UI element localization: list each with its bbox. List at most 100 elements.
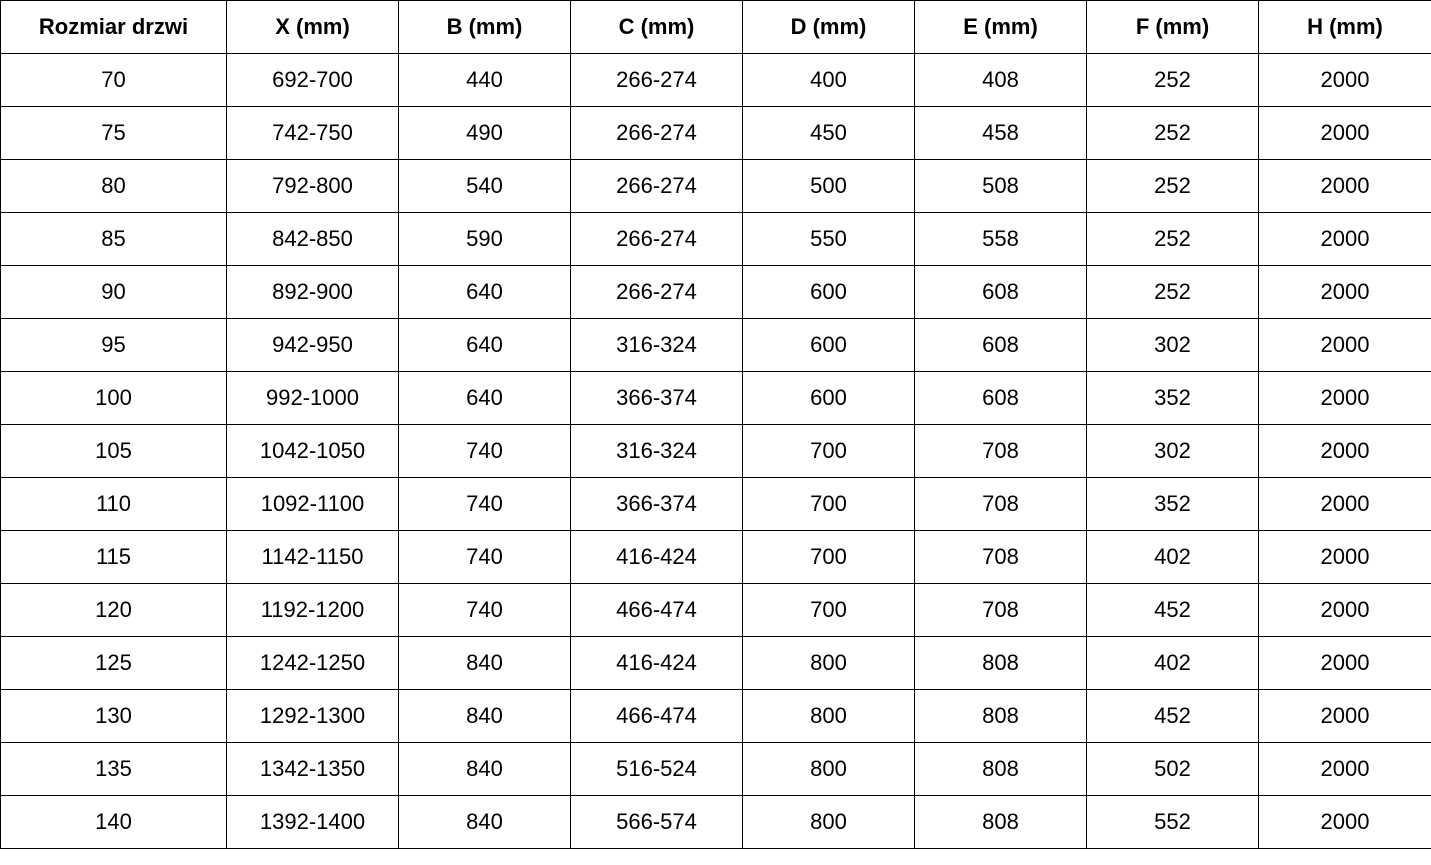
table-cell: 416-424 bbox=[570, 530, 743, 584]
table-cell: 800 bbox=[742, 742, 915, 796]
table-cell: 800 bbox=[742, 689, 915, 743]
table-cell: 840 bbox=[398, 742, 571, 796]
table-cell: 252 bbox=[1086, 265, 1259, 319]
table-cell: 80 bbox=[0, 159, 227, 213]
table-cell: 942-950 bbox=[226, 318, 399, 372]
column-header: F (mm) bbox=[1086, 0, 1259, 54]
table-cell: 1042-1050 bbox=[226, 424, 399, 478]
table-row: 70 692-700 440 266-274 400 408 252 2000 bbox=[0, 53, 1431, 107]
table-cell: 742-750 bbox=[226, 106, 399, 160]
table-row: 130 1292-1300 840 466-474 800 808 452 2000 bbox=[0, 689, 1431, 743]
table-cell: 2000 bbox=[1258, 477, 1431, 531]
table-cell: 125 bbox=[0, 636, 227, 690]
table-cell: 1192-1200 bbox=[226, 583, 399, 637]
table-cell: 590 bbox=[398, 212, 571, 266]
table-cell: 450 bbox=[742, 106, 915, 160]
table-cell: 600 bbox=[742, 371, 915, 425]
table-cell: 1092-1100 bbox=[226, 477, 399, 531]
table-cell: 502 bbox=[1086, 742, 1259, 796]
table-cell: 466-474 bbox=[570, 689, 743, 743]
table-cell: 252 bbox=[1086, 212, 1259, 266]
table-cell: 540 bbox=[398, 159, 571, 213]
table-body: 70 692-700 440 266-274 400 408 252 2000 75 742-75… bbox=[0, 53, 1431, 849]
table-cell: 708 bbox=[914, 583, 1087, 637]
table-row: 95 942-950 640 316-324 600 608 302 2000 bbox=[0, 318, 1431, 372]
table-cell: 70 bbox=[0, 53, 227, 107]
table-cell: 992-1000 bbox=[226, 371, 399, 425]
table-cell: 105 bbox=[0, 424, 227, 478]
table-cell: 700 bbox=[742, 583, 915, 637]
table-cell: 130 bbox=[0, 689, 227, 743]
table-row: 75 742-750 490 266-274 450 458 252 2000 bbox=[0, 106, 1431, 160]
table-cell: 550 bbox=[742, 212, 915, 266]
table-row: 140 1392-1400 840 566-574 800 808 552 2000 bbox=[0, 795, 1431, 849]
table-cell: 316-324 bbox=[570, 424, 743, 478]
table-cell: 352 bbox=[1086, 371, 1259, 425]
table-cell: 740 bbox=[398, 477, 571, 531]
table-cell: 2000 bbox=[1258, 106, 1431, 160]
table-row: 120 1192-1200 740 466-474 700 708 452 2000 bbox=[0, 583, 1431, 637]
table-cell: 135 bbox=[0, 742, 227, 796]
table-cell: 792-800 bbox=[226, 159, 399, 213]
table-cell: 892-900 bbox=[226, 265, 399, 319]
table-cell: 516-524 bbox=[570, 742, 743, 796]
table-cell: 740 bbox=[398, 583, 571, 637]
table-cell: 566-574 bbox=[570, 795, 743, 849]
table-row: 80 792-800 540 266-274 500 508 252 2000 bbox=[0, 159, 1431, 213]
table-cell: 440 bbox=[398, 53, 571, 107]
table-row: 115 1142-1150 740 416-424 700 708 402 2000 bbox=[0, 530, 1431, 584]
table-cell: 808 bbox=[914, 636, 1087, 690]
table-cell: 100 bbox=[0, 371, 227, 425]
table-cell: 2000 bbox=[1258, 371, 1431, 425]
table-row: 90 892-900 640 266-274 600 608 252 2000 bbox=[0, 265, 1431, 319]
column-header: H (mm) bbox=[1258, 0, 1431, 54]
table-cell: 600 bbox=[742, 318, 915, 372]
table-cell: 266-274 bbox=[570, 53, 743, 107]
column-header: B (mm) bbox=[398, 0, 571, 54]
column-header: X (mm) bbox=[226, 0, 399, 54]
table-cell: 800 bbox=[742, 636, 915, 690]
table-cell: 490 bbox=[398, 106, 571, 160]
table-cell: 75 bbox=[0, 106, 227, 160]
table-cell: 1242-1250 bbox=[226, 636, 399, 690]
table-cell: 2000 bbox=[1258, 636, 1431, 690]
table-row: 125 1242-1250 840 416-424 800 808 402 2000 bbox=[0, 636, 1431, 690]
table-cell: 110 bbox=[0, 477, 227, 531]
table-cell: 252 bbox=[1086, 106, 1259, 160]
table-cell: 452 bbox=[1086, 583, 1259, 637]
table-row: 135 1342-1350 840 516-524 800 808 502 2000 bbox=[0, 742, 1431, 796]
table-cell: 800 bbox=[742, 795, 915, 849]
table-cell: 1142-1150 bbox=[226, 530, 399, 584]
table-cell: 120 bbox=[0, 583, 227, 637]
column-header: D (mm) bbox=[742, 0, 915, 54]
table-cell: 840 bbox=[398, 795, 571, 849]
table-cell: 302 bbox=[1086, 318, 1259, 372]
table-cell: 808 bbox=[914, 742, 1087, 796]
table-cell: 266-274 bbox=[570, 265, 743, 319]
table-cell: 302 bbox=[1086, 424, 1259, 478]
table-cell: 452 bbox=[1086, 689, 1259, 743]
table-cell: 2000 bbox=[1258, 689, 1431, 743]
table-cell: 740 bbox=[398, 530, 571, 584]
table-cell: 692-700 bbox=[226, 53, 399, 107]
header-row: Rozmiar drzwi X (mm) B (mm) C (mm) D (mm) E (… bbox=[0, 0, 1431, 54]
table-cell: 2000 bbox=[1258, 265, 1431, 319]
table-row: 100 992-1000 640 366-374 600 608 352 2000 bbox=[0, 371, 1431, 425]
table-cell: 840 bbox=[398, 689, 571, 743]
table-cell: 1392-1400 bbox=[226, 795, 399, 849]
table-cell: 2000 bbox=[1258, 795, 1431, 849]
table-cell: 95 bbox=[0, 318, 227, 372]
table-cell: 700 bbox=[742, 424, 915, 478]
table-row: 85 842-850 590 266-274 550 558 252 2000 bbox=[0, 212, 1431, 266]
table-cell: 842-850 bbox=[226, 212, 399, 266]
table-cell: 640 bbox=[398, 265, 571, 319]
table-cell: 402 bbox=[1086, 530, 1259, 584]
table-cell: 552 bbox=[1086, 795, 1259, 849]
table-cell: 402 bbox=[1086, 636, 1259, 690]
table-cell: 808 bbox=[914, 689, 1087, 743]
table-cell: 416-424 bbox=[570, 636, 743, 690]
table-cell: 252 bbox=[1086, 53, 1259, 107]
table-cell: 640 bbox=[398, 318, 571, 372]
table-cell: 2000 bbox=[1258, 318, 1431, 372]
